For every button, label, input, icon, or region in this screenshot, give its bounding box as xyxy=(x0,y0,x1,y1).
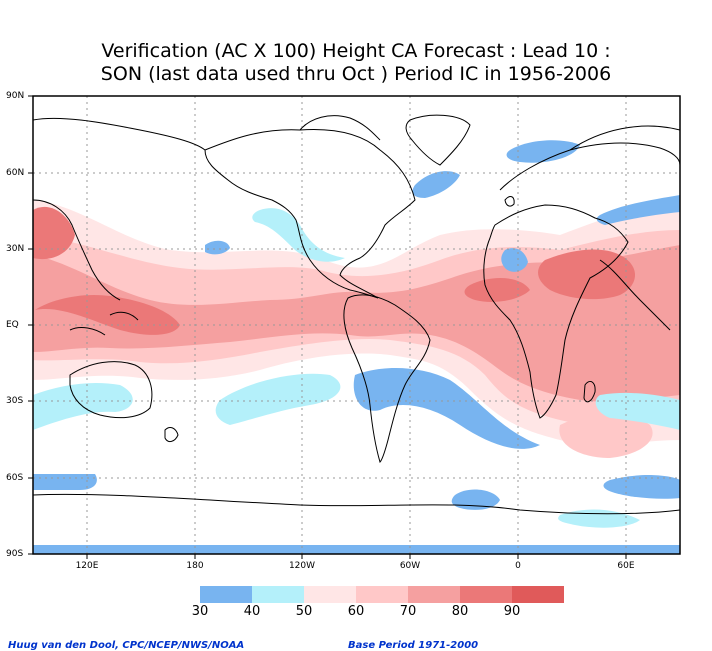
map-title-line-2: SON (last data used thru Oct ) Period IC… xyxy=(100,63,612,85)
axis-ticks xyxy=(28,95,627,559)
graticule xyxy=(33,96,680,554)
legend-label-70: 70 xyxy=(399,604,417,619)
credit-author: Huug van den Dool, CPC/NCEP/NWS/NOAA xyxy=(8,640,245,651)
lat-label-90s: 90S xyxy=(6,549,24,559)
lon-label-60w: 60W xyxy=(399,561,421,571)
lat-label-30s: 30S xyxy=(6,396,24,406)
lon-label-0: 0 xyxy=(515,561,521,571)
lon-label-180: 180 xyxy=(186,561,204,571)
map-title-line-1: Verification (AC X 100) Height CA Foreca… xyxy=(101,40,611,62)
lat-label-60n: 60N xyxy=(6,168,25,178)
legend-swatch-4 xyxy=(408,586,460,603)
lat-label-30n: 30N xyxy=(6,244,25,254)
credit-base-period: Base Period 1971-2000 xyxy=(348,640,479,651)
legend-swatch-6 xyxy=(512,586,564,603)
shaded-field xyxy=(33,140,680,554)
coastlines xyxy=(32,114,681,515)
legend-label-60: 60 xyxy=(347,604,365,619)
lat-label-eq: EQ xyxy=(6,320,19,330)
legend-colorbar xyxy=(200,586,564,603)
legend-swatch-0 xyxy=(200,586,252,603)
legend-swatch-1 xyxy=(252,586,304,603)
legend-swatch-3 xyxy=(356,586,408,603)
legend-label-90: 90 xyxy=(503,604,521,619)
legend-label-80: 80 xyxy=(451,604,469,619)
lon-label-120w: 120W xyxy=(288,561,316,571)
lon-label-120e: 120E xyxy=(75,561,99,571)
legend-label-50: 50 xyxy=(295,604,313,619)
legend-swatch-2 xyxy=(304,586,356,603)
legend-label-30: 30 xyxy=(191,604,209,619)
lat-label-90n: 90N xyxy=(6,91,25,101)
legend-label-40: 40 xyxy=(243,604,261,619)
lat-label-60s: 60S xyxy=(6,473,24,483)
legend-swatch-5 xyxy=(460,586,512,603)
lon-label-60e: 60E xyxy=(617,561,635,571)
